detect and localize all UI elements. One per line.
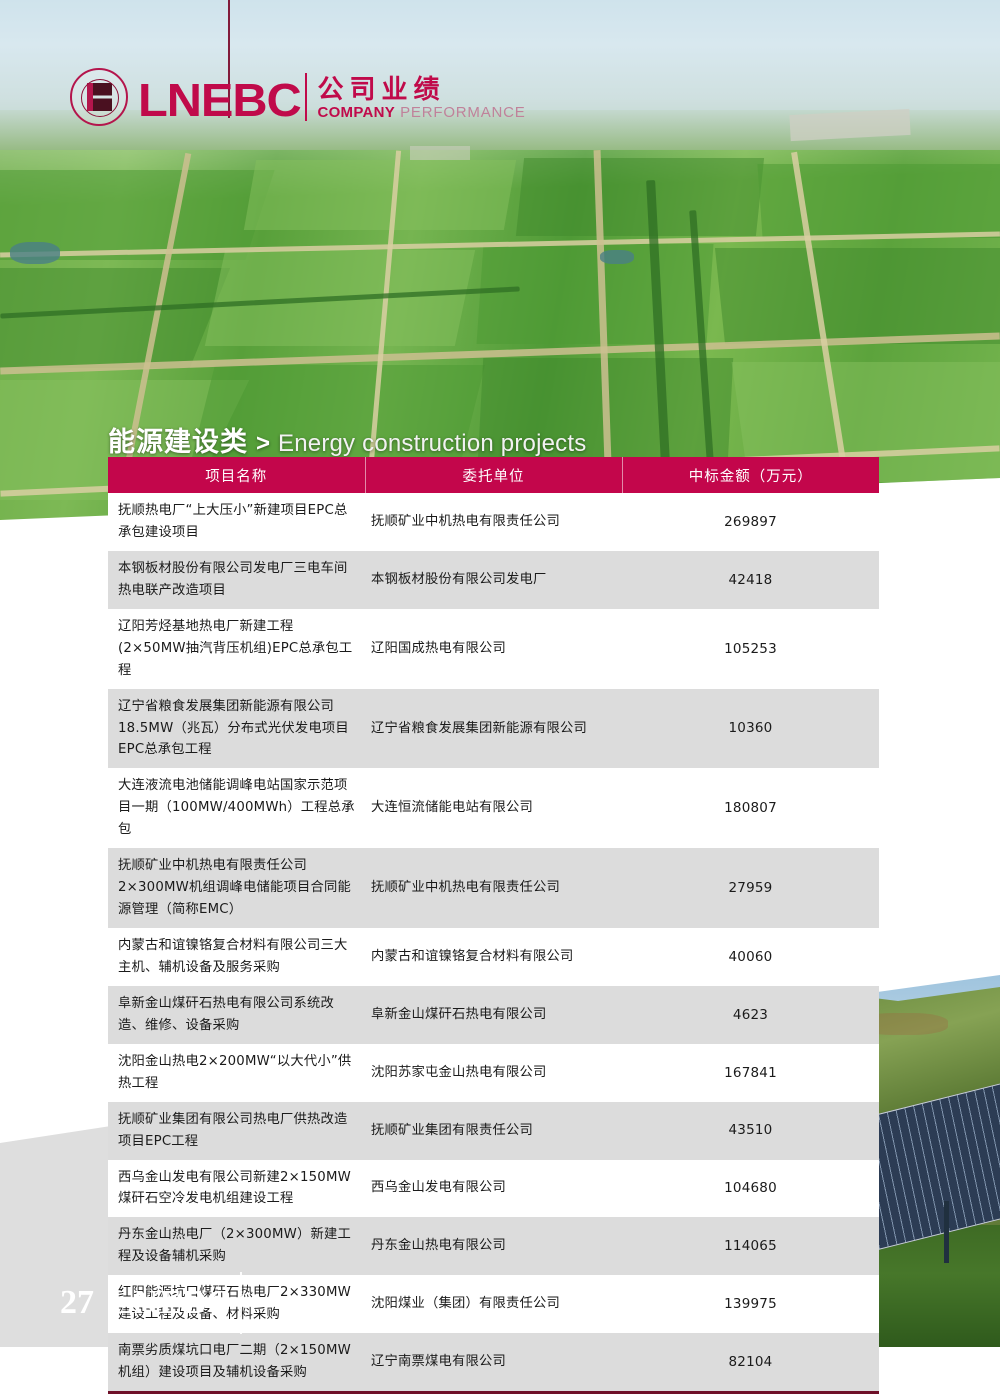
logo-english-company: COMPANY bbox=[317, 104, 396, 121]
cell-client: 抚顺矿业中机热电有限责任公司 bbox=[365, 848, 622, 928]
table-row: 南票劣质煤坑口电厂二期（2×150MW机组）建设项目及辅机设备采购 辽宁南票煤电有… bbox=[108, 1333, 879, 1391]
cell-client: 丹东金山热电有限公司 bbox=[365, 1217, 622, 1276]
cell-client: 抚顺矿业集团有限责任公司 bbox=[365, 1101, 622, 1160]
cell-project-name: 抚顺矿业集团有限公司热电厂供热改造项目EPC工程 bbox=[108, 1101, 365, 1160]
table-row: 内蒙古和谊镍铬复合材料有限公司三大主机、辅机设备及服务采购 内蒙古和谊镍铬复合材料… bbox=[108, 928, 879, 986]
cell-client: 辽宁省粮食发展集团新能源有限公司 bbox=[365, 688, 622, 769]
field-plot bbox=[515, 158, 765, 236]
cell-amount: 42418 bbox=[622, 550, 879, 609]
village-cluster bbox=[410, 146, 470, 160]
projects-table-container: 项目名称 委托单位 中标金额（万元） 抚顺热电厂“上大压小”新建项目EPC总承包… bbox=[108, 457, 879, 1394]
cell-client: 内蒙古和谊镍铬复合材料有限公司 bbox=[365, 928, 622, 986]
cell-amount: 27959 bbox=[622, 848, 879, 928]
table-body: 抚顺热电厂“上大压小”新建项目EPC总承包建设项目 抚顺矿业中机热电有限责任公司 2… bbox=[108, 493, 879, 1391]
cell-project-name: 丹东金山热电厂（2×300MW）新建工程及设备辅机采购 bbox=[108, 1217, 365, 1276]
footer-company-name: LNEBC bbox=[110, 1284, 233, 1321]
cell-client: 抚顺矿业中机热电有限责任公司 bbox=[365, 493, 622, 551]
cell-project-name: 沈阳金山热电2×200MW“以大代小”供热工程 bbox=[108, 1043, 365, 1102]
table-row: 抚顺热电厂“上大压小”新建项目EPC总承包建设项目 抚顺矿业中机热电有限责任公司 2… bbox=[108, 493, 879, 551]
field-plot bbox=[243, 160, 517, 230]
page-footer: 27 LNEBC bbox=[60, 1272, 243, 1334]
table-row: 丹东金山热电厂（2×300MW）新建工程及设备辅机采购 丹东金山热电有限公司 114… bbox=[108, 1217, 879, 1276]
pond bbox=[600, 250, 634, 264]
cell-client: 阜新金山煤矸石热电有限公司 bbox=[365, 985, 622, 1044]
column-header-project-name: 项目名称 bbox=[108, 457, 366, 493]
footer-rule bbox=[240, 1272, 243, 1334]
table-row: 红阳能源坑口煤矸石热电厂2×330MW建设工程及设备、材料采购 沈阳煤业（集团）有… bbox=[108, 1275, 879, 1334]
cell-project-name: 抚顺矿业中机热电有限责任公司2×300MW机组调峰电储能项目合同能源管理（简称E… bbox=[108, 848, 365, 928]
table-row: 沈阳金山热电2×200MW“以大代小”供热工程 沈阳苏家屯金山热电有限公司 1678… bbox=[108, 1043, 879, 1102]
table-row: 抚顺矿业集团有限公司热电厂供热改造项目EPC工程 抚顺矿业集团有限责任公司 4351… bbox=[108, 1101, 879, 1160]
cell-amount: 167841 bbox=[622, 1043, 879, 1102]
table-row: 阜新金山煤矸石热电有限公司系统改造、维修、设备采购 阜新金山煤矸石热电有限公司 46… bbox=[108, 985, 879, 1044]
pond bbox=[10, 242, 60, 264]
cell-amount: 82104 bbox=[622, 1333, 879, 1391]
logo-wordmark: LNEBC bbox=[138, 74, 302, 126]
cell-amount: 43510 bbox=[622, 1101, 879, 1160]
section-heading: 能源建设类 > Energy construction projects bbox=[108, 420, 586, 459]
table-header: 项目名称 委托单位 中标金额（万元） bbox=[108, 457, 879, 493]
cell-project-name: 本钢板材股份有限公司发电厂三电车间热电联产改造项目 bbox=[108, 550, 365, 609]
cell-project-name: 内蒙古和谊镍铬复合材料有限公司三大主机、辅机设备及服务采购 bbox=[108, 928, 365, 986]
lnebc-circular-logo-icon bbox=[70, 68, 128, 126]
panel-support-leg bbox=[944, 1201, 949, 1263]
column-header-client: 委托单位 bbox=[365, 457, 623, 493]
cell-project-name: 抚顺热电厂“上大压小”新建项目EPC总承包建设项目 bbox=[108, 493, 365, 551]
table-row: 西乌金山发电有限公司新建2×150MW煤矸石空冷发电机组建设工程 西乌金山发电有限… bbox=[108, 1159, 879, 1218]
table-header-row: 项目名称 委托单位 中标金额（万元） bbox=[108, 457, 879, 493]
table-row: 辽宁省粮食发展集团新能源有限公司18.5MW（兆瓦）分布式光伏发电项目EPC总承… bbox=[108, 688, 879, 769]
cell-project-name: 阜新金山煤矸石热电有限公司系统改造、维修、设备采购 bbox=[108, 985, 365, 1044]
cell-client: 本钢板材股份有限公司发电厂 bbox=[365, 550, 622, 609]
chevron-right-icon: > bbox=[256, 430, 271, 457]
cell-amount: 114065 bbox=[622, 1217, 879, 1276]
projects-table: 项目名称 委托单位 中标金额（万元） 抚顺热电厂“上大压小”新建项目EPC总承包… bbox=[108, 457, 879, 1391]
field-plot bbox=[0, 268, 231, 368]
table-row: 辽阳芳烃基地热电厂新建工程(2×50MW抽汽背压机组)EPC总承包工程 辽阳国成热… bbox=[108, 608, 879, 689]
cell-project-name: 西乌金山发电有限公司新建2×150MW煤矸石空冷发电机组建设工程 bbox=[108, 1159, 365, 1218]
cell-client: 沈阳苏家屯金山热电有限公司 bbox=[365, 1043, 622, 1102]
logo-divider-line bbox=[228, 0, 230, 118]
rock-outcrop bbox=[858, 1013, 948, 1035]
field-plot bbox=[476, 244, 714, 344]
page-number: 27 bbox=[60, 1284, 94, 1321]
cell-client: 辽宁南票煤电有限公司 bbox=[365, 1333, 622, 1391]
table-row: 大连液流电池储能调峰电站国家示范项目一期（100MW/400MWh）工程总承包大… bbox=[108, 768, 879, 849]
logo-b-monogram-icon bbox=[87, 83, 112, 111]
logo-chinese-title: 公司业绩 bbox=[317, 75, 446, 105]
cell-amount: 180807 bbox=[622, 768, 879, 849]
cell-project-name: 大连液流电池储能调峰电站国家示范项目一期（100MW/400MWh）工程总承包 bbox=[108, 768, 365, 849]
cell-amount: 269897 bbox=[622, 493, 879, 551]
cell-amount: 4623 bbox=[622, 985, 879, 1044]
cell-client: 沈阳煤业（集团）有限责任公司 bbox=[365, 1275, 622, 1334]
table-row: 抚顺矿业中机热电有限责任公司2×300MW机组调峰电储能项目合同能源管理（简称E… bbox=[108, 848, 879, 928]
logo-separator bbox=[305, 73, 308, 121]
column-header-amount: 中标金额（万元） bbox=[622, 457, 879, 493]
cell-client: 大连恒流储能电站有限公司 bbox=[365, 768, 622, 849]
cell-amount: 10360 bbox=[622, 688, 879, 769]
section-title-en: Energy construction projects bbox=[278, 430, 587, 457]
cell-client: 辽阳国成热电有限公司 bbox=[365, 608, 622, 689]
cell-amount: 139975 bbox=[622, 1275, 879, 1334]
cell-project-name: 南票劣质煤坑口电厂二期（2×150MW机组）建设项目及辅机设备采购 bbox=[108, 1333, 365, 1391]
cell-amount: 40060 bbox=[622, 928, 879, 986]
cell-amount: 105253 bbox=[622, 608, 879, 689]
cell-project-name: 辽阳芳烃基地热电厂新建工程(2×50MW抽汽背压机组)EPC总承包工程 bbox=[108, 608, 365, 689]
section-title-cn: 能源建设类 bbox=[108, 427, 248, 458]
cell-client: 西乌金山发电有限公司 bbox=[365, 1159, 622, 1218]
cell-project-name: 红阳能源坑口煤矸石热电厂2×330MW建设工程及设备、材料采购 bbox=[108, 1275, 365, 1334]
cell-project-name: 辽宁省粮食发展集团新能源有限公司18.5MW（兆瓦）分布式光伏发电项目EPC总承… bbox=[108, 688, 365, 769]
field-plot bbox=[714, 248, 1000, 344]
logo-english-performance: PERFORMANCE bbox=[400, 104, 526, 121]
table-row: 本钢板材股份有限公司发电厂三电车间热电联产改造项目 本钢板材股份有限公司发电厂 42… bbox=[108, 550, 879, 609]
brand-logo[interactable]: LNEBC 公司业绩 COMPANY PERFORMANCE bbox=[70, 68, 526, 126]
cell-amount: 104680 bbox=[622, 1159, 879, 1218]
